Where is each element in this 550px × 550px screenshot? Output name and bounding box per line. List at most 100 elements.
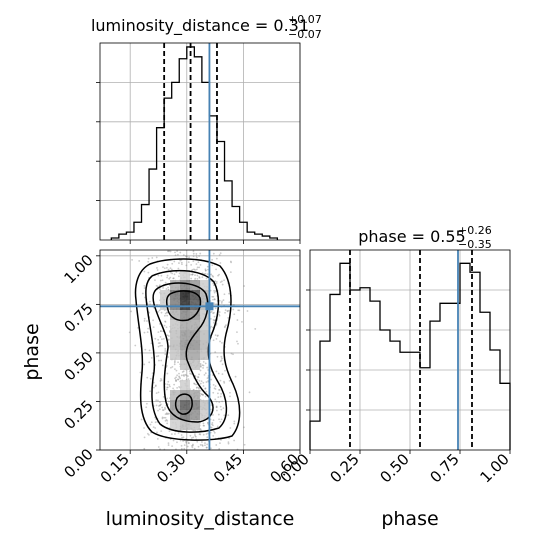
sample-point	[191, 273, 194, 276]
sample-point	[141, 292, 144, 295]
sample-point	[187, 261, 190, 264]
sample-point	[227, 442, 230, 445]
sample-point	[211, 421, 214, 424]
sample-point	[195, 383, 197, 386]
sample-point	[147, 271, 150, 274]
sample-point	[214, 388, 217, 390]
sample-point	[170, 268, 173, 271]
sample-point	[185, 264, 188, 267]
sample-point	[196, 274, 199, 277]
sample-point	[157, 338, 160, 341]
sample-point	[195, 268, 198, 271]
sample-point	[216, 355, 219, 358]
sample-point	[212, 275, 215, 278]
sample-point	[211, 295, 214, 298]
sample-point	[180, 447, 183, 450]
sample-point	[213, 298, 216, 300]
sample-point	[154, 421, 157, 424]
sample-point	[195, 263, 198, 265]
sample-point	[237, 342, 239, 345]
sample-point	[213, 289, 216, 292]
sample-point	[155, 392, 158, 395]
sample-point	[203, 424, 205, 427]
sample-point	[171, 445, 174, 448]
sample-point	[171, 365, 174, 368]
sample-point	[175, 380, 177, 382]
sample-point	[206, 422, 209, 424]
luminosity-distance-title: luminosity_distance = 0.31	[91, 16, 309, 36]
sample-point	[204, 442, 206, 444]
sample-point	[194, 274, 196, 277]
density-cell	[190, 300, 200, 310]
x-tick-label: 0.15	[97, 450, 133, 486]
sample-point	[198, 266, 201, 269]
sample-point	[197, 261, 200, 264]
sample-point	[161, 417, 164, 420]
y-tick-label: 1.00	[60, 251, 96, 287]
sample-point	[236, 319, 239, 321]
sample-point	[166, 386, 169, 389]
sample-point	[219, 340, 221, 343]
sample-point	[211, 274, 214, 277]
sample-point	[238, 309, 241, 312]
sample-point	[216, 425, 219, 428]
sample-point	[199, 362, 202, 365]
luminosity-distance-title-sup: +0.07	[288, 13, 322, 26]
x-tick-label: 0.30	[153, 450, 189, 486]
sample-point	[205, 381, 208, 383]
luminosity-distance-title-text: luminosity_distance = 0.31	[91, 16, 309, 36]
sample-point	[165, 388, 168, 391]
sample-point	[197, 445, 200, 448]
sample-point	[199, 264, 202, 266]
sample-point	[224, 369, 226, 372]
sample-point	[159, 344, 162, 347]
sample-point	[143, 284, 146, 287]
sample-point	[214, 398, 217, 401]
x-axis-label-luminosity-distance: luminosity_distance	[106, 508, 295, 530]
sample-point	[185, 374, 188, 377]
sample-point	[157, 331, 160, 334]
sample-point	[218, 313, 221, 316]
sample-point	[211, 258, 213, 261]
sample-point	[164, 320, 167, 323]
sample-point	[149, 377, 152, 380]
sample-point	[155, 256, 158, 259]
y-tick-label: 0.50	[60, 348, 96, 384]
sample-point	[179, 377, 182, 380]
density-cell	[170, 410, 180, 420]
sample-point	[197, 386, 200, 389]
sample-point	[168, 335, 170, 337]
sample-point	[165, 365, 168, 367]
sample-point	[230, 352, 233, 355]
sample-point	[143, 363, 146, 366]
sample-point	[213, 321, 215, 324]
sample-point	[190, 437, 193, 439]
sample-point	[175, 369, 178, 372]
density-cell	[170, 280, 180, 290]
phase-quantile-lines	[349, 250, 473, 450]
sample-point	[211, 424, 214, 427]
sample-point	[219, 420, 222, 423]
density-cell	[170, 330, 180, 340]
density-cell	[160, 300, 170, 310]
luminosity-distance-histogram-ticks	[96, 82, 301, 244]
sample-point	[177, 378, 179, 381]
sample-point	[152, 386, 155, 389]
sample-point	[158, 408, 161, 411]
sample-point	[147, 257, 150, 260]
density-cell	[180, 320, 190, 330]
sample-point	[160, 430, 163, 433]
sample-point	[214, 290, 217, 292]
sample-point	[169, 267, 172, 270]
sample-point	[178, 262, 180, 264]
sample-point	[154, 385, 157, 388]
sample-point	[226, 310, 229, 313]
sample-point	[213, 291, 216, 294]
sample-point	[165, 418, 168, 421]
luminosity-distance-histogram-grid	[100, 43, 301, 240]
y-tick-label: 0.75	[60, 299, 96, 335]
density-cell	[180, 350, 190, 360]
sample-point	[164, 281, 167, 284]
sample-point	[176, 250, 179, 253]
sample-point	[198, 387, 200, 390]
